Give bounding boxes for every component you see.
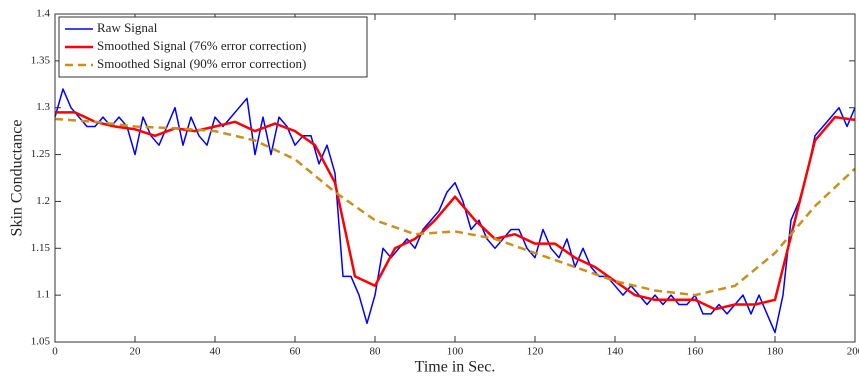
series-line (54, 117, 856, 297)
x-tick-label: 140 (607, 346, 624, 358)
series-line (55, 111, 856, 311)
legend-label: Smoothed Signal (76% error correction) (97, 38, 306, 53)
x-tick-label: 60 (290, 346, 302, 358)
x-tick-label: 180 (767, 346, 784, 358)
y-tick-label: 1.15 (31, 242, 51, 254)
y-axis-title: Skin Conductance (9, 120, 26, 237)
x-tick-label: 120 (527, 346, 544, 358)
plot-frame (54, 13, 856, 343)
legend: Raw Signal Smoothed Signal (76% error cor… (58, 16, 368, 78)
x-tick-label: 100 (447, 346, 464, 358)
x-tick-label: 200 (847, 346, 859, 358)
y-tick-label: 1.1 (36, 289, 50, 301)
series-line (54, 88, 856, 334)
y-tick-label: 1.35 (31, 54, 51, 66)
legend-box (58, 16, 368, 78)
x-tick-label: 40 (210, 346, 222, 358)
legend-label: Smoothed Signal (90% error correction) (97, 56, 306, 71)
x-tick-label: 160 (687, 346, 704, 358)
y-tick-label: 1.4 (36, 8, 50, 20)
x-tick-label: 20 (130, 346, 142, 358)
y-tick-label: 1.25 (31, 148, 51, 160)
x-tick-label: 80 (370, 346, 382, 358)
y-tick-label: 1.05 (31, 336, 51, 348)
y-tick-label: 1.3 (36, 101, 50, 113)
x-axis-title: Time in Sec. (415, 359, 496, 376)
legend-label: Raw Signal (97, 20, 158, 35)
y-tick-label: 1.2 (36, 195, 50, 207)
x-tick-label: 0 (52, 346, 58, 358)
